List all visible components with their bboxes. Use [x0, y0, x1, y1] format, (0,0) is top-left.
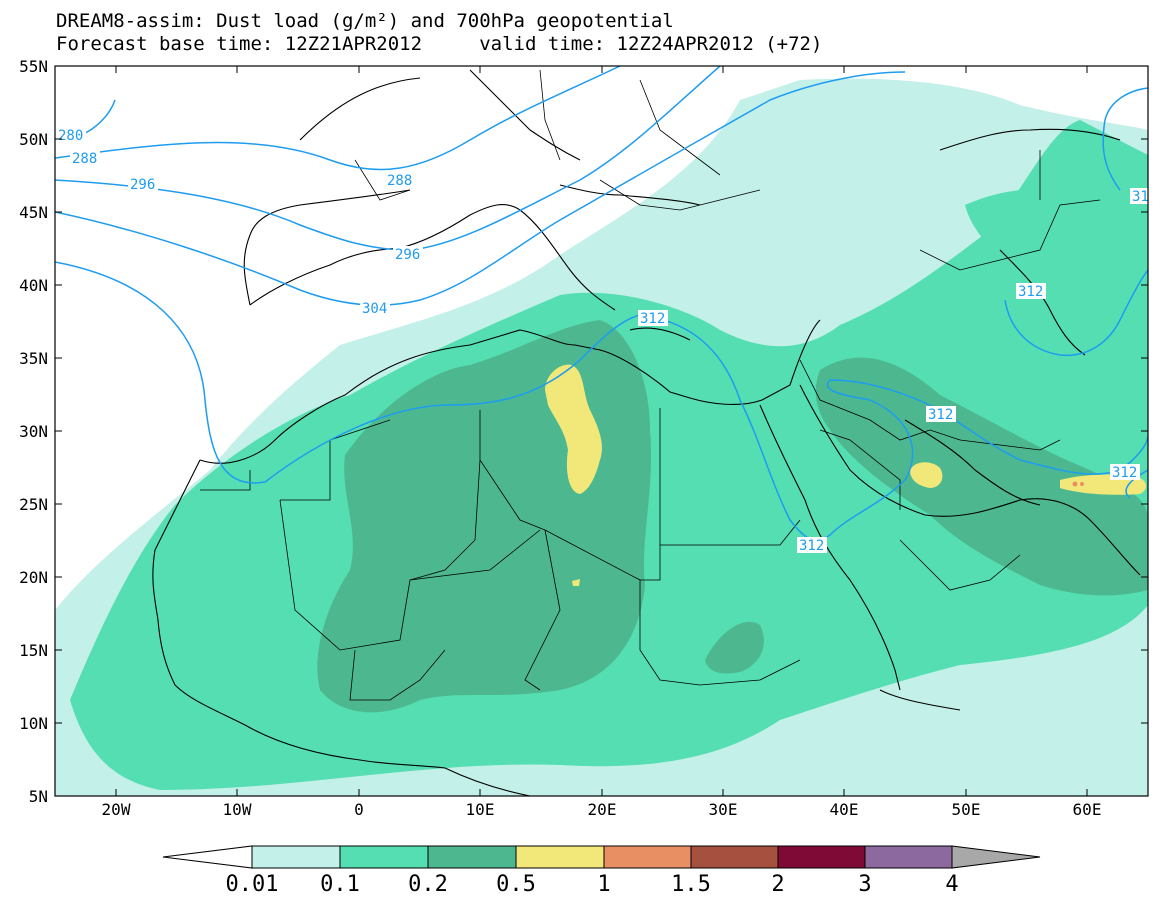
colorbar-label: 4 — [945, 872, 959, 897]
dust-band-light-2 — [965, 189, 1148, 280]
colorbar-label: 3 — [858, 872, 872, 897]
colorbar-swatch — [603, 845, 692, 869]
contour-label: 312 — [928, 407, 953, 423]
contour-312-d — [1125, 469, 1148, 499]
contour-312-b — [1004, 269, 1148, 356]
colorbar-label: 0.01 — [225, 872, 279, 897]
colorbar-label: 0.5 — [496, 872, 536, 897]
map-title: DREAM8-assim: Dust load (g/m²) and 700hP… — [56, 10, 674, 32]
lat-label: 30N — [19, 422, 48, 441]
dust-band-medium-2 — [815, 357, 1148, 596]
contour-label: 312 — [1018, 284, 1043, 300]
contour-label: 304 — [362, 301, 387, 317]
contour-304 — [55, 71, 906, 306]
dust-band-orange-spot-2 — [1080, 482, 1084, 486]
lon-label: 30E — [708, 800, 738, 819]
dust-band-medium-3 — [705, 621, 764, 674]
contour-312-c — [1102, 87, 1148, 191]
contour-label: 280 — [58, 128, 83, 144]
lat-label: 55N — [19, 57, 48, 76]
dust-band-yellow-gulf — [910, 462, 943, 488]
contour-label: 288 — [72, 151, 97, 167]
lon-label: 0 — [354, 800, 364, 819]
colorbar-swatch — [864, 845, 953, 869]
contour-label: 31 — [1132, 189, 1149, 205]
dust-band-yellow-libya — [545, 364, 602, 494]
lat-label: 45N — [19, 203, 48, 222]
colorbar-label: 1.5 — [671, 872, 711, 897]
colorbar-swatch — [427, 845, 517, 869]
lon-label: 60E — [1072, 800, 1102, 819]
dust-band-orange-spot — [1072, 481, 1078, 487]
lat-label: 5N — [28, 787, 48, 806]
colorbar-label: 1 — [597, 872, 611, 897]
lat-label: 50N — [19, 130, 48, 149]
contour-label: 312 — [799, 538, 824, 554]
lon-label: 20E — [587, 800, 617, 819]
contour-label: 288 — [387, 173, 412, 189]
contour-label: 312 — [1112, 465, 1137, 481]
dust-band-yellow-chad — [572, 579, 580, 586]
colorbar-label: 2 — [771, 872, 785, 897]
lat-label: 35N — [19, 349, 48, 368]
lat-label: 20N — [19, 568, 48, 587]
lat-label: 40N — [19, 276, 48, 295]
lon-label: 50E — [951, 800, 981, 819]
lon-label: 10E — [465, 800, 495, 819]
lon-label: 40E — [829, 800, 859, 819]
lon-label: 10W — [222, 800, 252, 819]
contour-288 — [55, 66, 621, 171]
dust-load-field — [55, 78, 1148, 796]
colorbar-label: 0.1 — [320, 872, 360, 897]
colorbar-swatch — [515, 845, 605, 869]
forecast-time-subtitle: Forecast base time: 12Z21APR2012 valid t… — [56, 33, 823, 55]
lat-label: 10N — [19, 714, 48, 733]
contour-label: 296 — [395, 247, 420, 263]
colorbar — [162, 845, 1041, 869]
country-borders — [200, 69, 1101, 701]
contour-labels: 280 288 296 288 296 304 312 312 312 312 … — [56, 127, 1150, 554]
colorbar-over-arrow — [951, 845, 1041, 869]
lat-label: 15N — [19, 641, 48, 660]
colorbar-swatch — [777, 845, 866, 869]
axis-ticks — [55, 65, 1148, 796]
colorbar-under-arrow — [162, 845, 253, 869]
lon-label: 20W — [101, 800, 131, 819]
contour-label: 296 — [130, 177, 155, 193]
contour-label: 312 — [640, 311, 665, 327]
colorbar-swatch — [339, 845, 429, 869]
lat-label: 25N — [19, 495, 48, 514]
colorbar-label: 0.2 — [408, 872, 448, 897]
colorbar-swatch — [690, 845, 779, 869]
colorbar-swatch — [251, 845, 341, 869]
